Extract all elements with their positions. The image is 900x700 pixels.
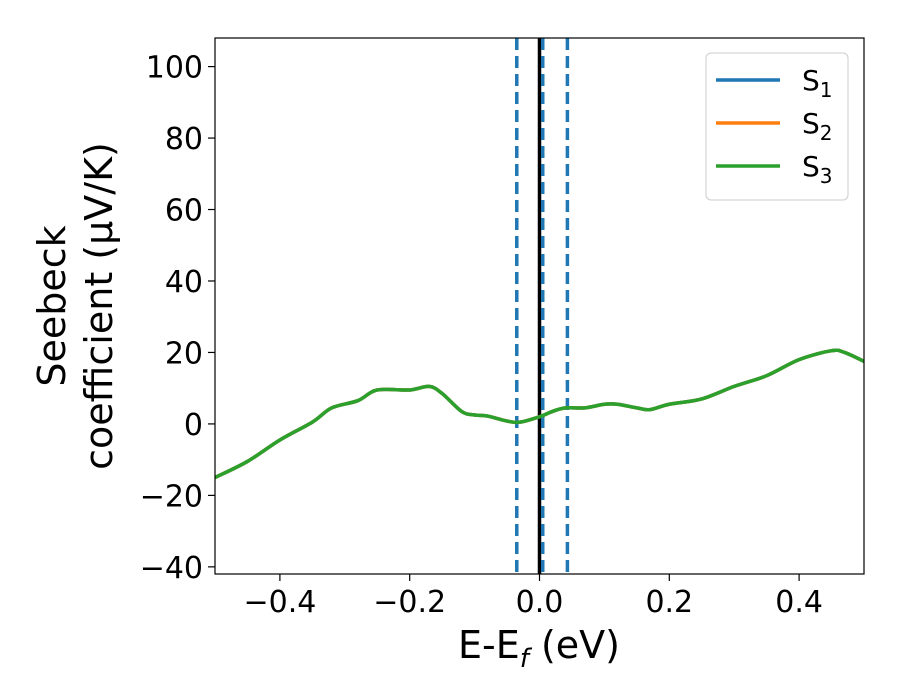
y-axis-label: Seebeck coefficient (μV/K) — [30, 142, 121, 470]
reference-lines — [515, 38, 570, 574]
y-tick-label: 60 — [165, 194, 203, 229]
y-tick-label: −40 — [140, 551, 203, 586]
y-tick-label: 0 — [184, 408, 203, 443]
y-tick-label: 40 — [165, 265, 203, 300]
x-tick-label: 0.4 — [775, 585, 823, 620]
y-tick-label: 20 — [165, 336, 203, 371]
legend-box — [705, 52, 849, 201]
y-axis-label-line2: coefficient (μV/K) — [77, 142, 121, 470]
x-tick-label: −0.4 — [243, 585, 316, 620]
x-axis: −0.4 −0.2 0.0 0.2 0.4 — [243, 574, 823, 620]
y-axis-label-line1: Seebeck — [30, 225, 74, 386]
x-axis-label: E-Ef (eV) — [458, 623, 620, 674]
legend: S1 S2 S3 — [705, 52, 849, 201]
series-layer — [215, 348, 864, 480]
y-tick-label: 100 — [146, 51, 203, 86]
y-axis: −40 −20 0 20 40 60 80 100 — [140, 51, 215, 586]
x-tick-label: 0.2 — [645, 585, 693, 620]
x-tick-label: −0.2 — [373, 585, 446, 620]
legend-label-s2: S2 — [802, 107, 833, 145]
x-tick-label: 0.0 — [516, 585, 564, 620]
legend-label-s1: S1 — [802, 64, 833, 102]
series-line-s3 — [215, 348, 864, 480]
y-tick-label: 80 — [165, 122, 203, 157]
y-tick-label: −20 — [140, 479, 203, 514]
legend-label-s3: S3 — [802, 150, 833, 188]
